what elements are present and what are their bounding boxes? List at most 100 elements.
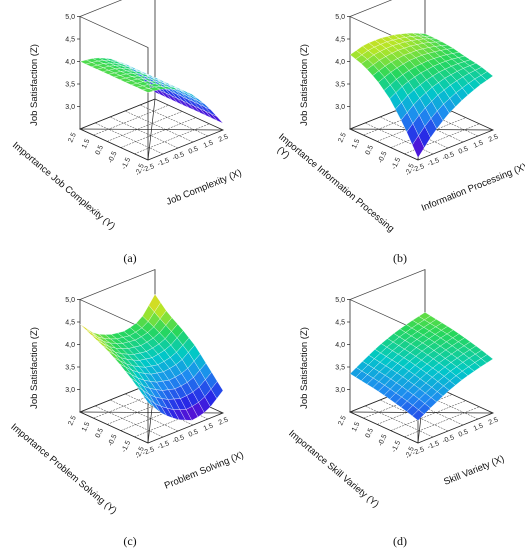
x-tick-label: -2.5 bbox=[142, 163, 156, 174]
floor-gridline-x bbox=[424, 381, 494, 414]
floor-gridline-y bbox=[417, 129, 494, 161]
z-tick-label: 4,5 bbox=[335, 320, 345, 327]
z-tick-label: 4,5 bbox=[335, 37, 345, 44]
y-tick-label: 0.5 bbox=[365, 427, 376, 439]
x-tick-label: -2.5 bbox=[412, 163, 426, 174]
y-tick-label: 2.5 bbox=[337, 415, 348, 427]
y-tick-label: 1.5 bbox=[351, 421, 362, 433]
floor-gridline-y bbox=[107, 111, 183, 142]
floor-gridline-y bbox=[147, 412, 224, 444]
chart-panel-d: 5,04,54,03,53,0-2.5-1.5-0.50.51.52.52.51… bbox=[286, 268, 506, 548]
y-tick-label: -1.5 bbox=[121, 157, 132, 171]
z-tick-label: 4,5 bbox=[65, 37, 75, 44]
floor-gridline-x bbox=[79, 411, 149, 444]
y-tick-label: 0.5 bbox=[95, 427, 106, 439]
x-axis-title: Skill Variety (X) bbox=[442, 454, 506, 488]
z-tick-label: 5,0 bbox=[65, 14, 75, 21]
y-tick-label: 0.5 bbox=[95, 144, 106, 156]
x-tick-label: -1.5 bbox=[157, 440, 171, 451]
floor-gridline-x bbox=[139, 104, 209, 137]
y-tick-label: 2.5 bbox=[337, 132, 348, 144]
floor-gridline-y bbox=[134, 123, 210, 155]
floor-gridline-x bbox=[109, 116, 179, 149]
x-tick-label: 1.5 bbox=[473, 140, 485, 150]
y-axis-title: Importance Information Processing(Y) bbox=[269, 131, 396, 243]
x-tick-label: -2.5 bbox=[142, 446, 156, 457]
z-tick-label: 4,0 bbox=[65, 59, 75, 66]
floor-gridline-x bbox=[94, 405, 164, 438]
x-tick-label: -0.5 bbox=[172, 151, 186, 162]
floor-diagonal bbox=[79, 128, 224, 131]
floor-gridline-x bbox=[109, 399, 179, 432]
z-tick-label: 3,0 bbox=[65, 387, 75, 394]
z-axis-title: Job Satisfaction (Z) bbox=[299, 44, 310, 126]
panel-label: (b) bbox=[393, 251, 407, 265]
chart-panel-b: 5,04,54,03,53,0-2.5-1.5-0.50.51.52.52.51… bbox=[269, 0, 525, 265]
surface-cell bbox=[480, 354, 494, 364]
panel-label: (c) bbox=[123, 534, 136, 548]
y-tick-label: -1.5 bbox=[391, 157, 402, 171]
surface-mesh bbox=[349, 32, 494, 159]
z-tick-label: 5,0 bbox=[335, 297, 345, 304]
x-tick-label: -0.5 bbox=[442, 434, 456, 445]
y-tick-label: -0.5 bbox=[107, 150, 118, 164]
y-tick-label: 1.5 bbox=[81, 421, 92, 433]
x-tick-label: 2.5 bbox=[218, 417, 230, 427]
z-tick-label: 3,5 bbox=[335, 82, 345, 89]
y-tick-label: 2.5 bbox=[67, 415, 78, 427]
x-tick-label: -1.5 bbox=[427, 157, 441, 168]
x-tick-label: 2.5 bbox=[488, 134, 500, 144]
floor-gridline-x bbox=[124, 110, 194, 143]
x-tick-label: 0.5 bbox=[188, 146, 200, 156]
x-tick-label: 2.5 bbox=[488, 417, 500, 427]
floor-gridline-y bbox=[93, 104, 169, 136]
x-tick-label: 1.5 bbox=[473, 423, 485, 433]
z-tick-label: 5,0 bbox=[335, 14, 345, 21]
floor-gridline-x bbox=[349, 411, 419, 444]
floor-gridline-y bbox=[79, 98, 156, 130]
x-tick-label: 1.5 bbox=[203, 423, 215, 433]
x-tick-label: 0.5 bbox=[188, 429, 200, 439]
y-tick-label: 0.5 bbox=[365, 144, 376, 156]
surface-mesh bbox=[79, 57, 224, 124]
y-tick-label: -1.5 bbox=[391, 440, 402, 454]
floor-gridline-y bbox=[147, 129, 224, 161]
surface-mesh bbox=[79, 293, 224, 421]
floor-gridline-x bbox=[409, 104, 479, 137]
z-tick-label: 4,5 bbox=[65, 320, 75, 327]
x-tick-label: 0.5 bbox=[458, 146, 470, 156]
x-axis-title: Information Processing (X) bbox=[420, 162, 525, 214]
z-tick-label: 3,5 bbox=[335, 365, 345, 372]
x-tick-label: -0.5 bbox=[172, 434, 186, 445]
z-tick-label: 5,0 bbox=[65, 297, 75, 304]
y-tick-label: -2.5 bbox=[134, 163, 145, 177]
z-axis-title: Job Satisfaction (Z) bbox=[29, 327, 40, 409]
z-tick-label: 3,0 bbox=[335, 387, 345, 394]
y-tick-label: 1.5 bbox=[81, 138, 92, 150]
surface-cell bbox=[210, 381, 224, 399]
floor-gridline-y bbox=[390, 400, 466, 431]
y-tick-label: -2.5 bbox=[404, 446, 415, 460]
y-tick-label: -0.5 bbox=[107, 433, 118, 447]
z-axis-title: Job Satisfaction (Z) bbox=[299, 327, 310, 409]
floor-gridline-x bbox=[154, 98, 224, 131]
x-tick-label: -2.5 bbox=[412, 446, 426, 457]
surface-mesh bbox=[349, 312, 494, 421]
z-tick-label: 4,0 bbox=[335, 59, 345, 66]
z-tick-label: 3,5 bbox=[65, 365, 75, 372]
z-axis-title: Job Satisfaction (Z) bbox=[29, 44, 40, 126]
floor-gridline-x bbox=[424, 98, 494, 131]
floor-gridline-y bbox=[417, 412, 494, 444]
y-tick-label: 1.5 bbox=[351, 138, 362, 150]
x-tick-label: -0.5 bbox=[442, 151, 456, 162]
floor-gridline-x bbox=[94, 122, 164, 155]
surface-cell bbox=[480, 71, 494, 81]
y-tick-label: 2.5 bbox=[67, 132, 78, 144]
z-tick-label: 3,0 bbox=[65, 104, 75, 111]
floor-gridline-x bbox=[79, 128, 149, 161]
y-tick-label: -2.5 bbox=[404, 163, 415, 177]
floor-gridline-x bbox=[409, 387, 479, 420]
z-tick-label: 3,0 bbox=[335, 104, 345, 111]
x-tick-label: -1.5 bbox=[157, 157, 171, 168]
